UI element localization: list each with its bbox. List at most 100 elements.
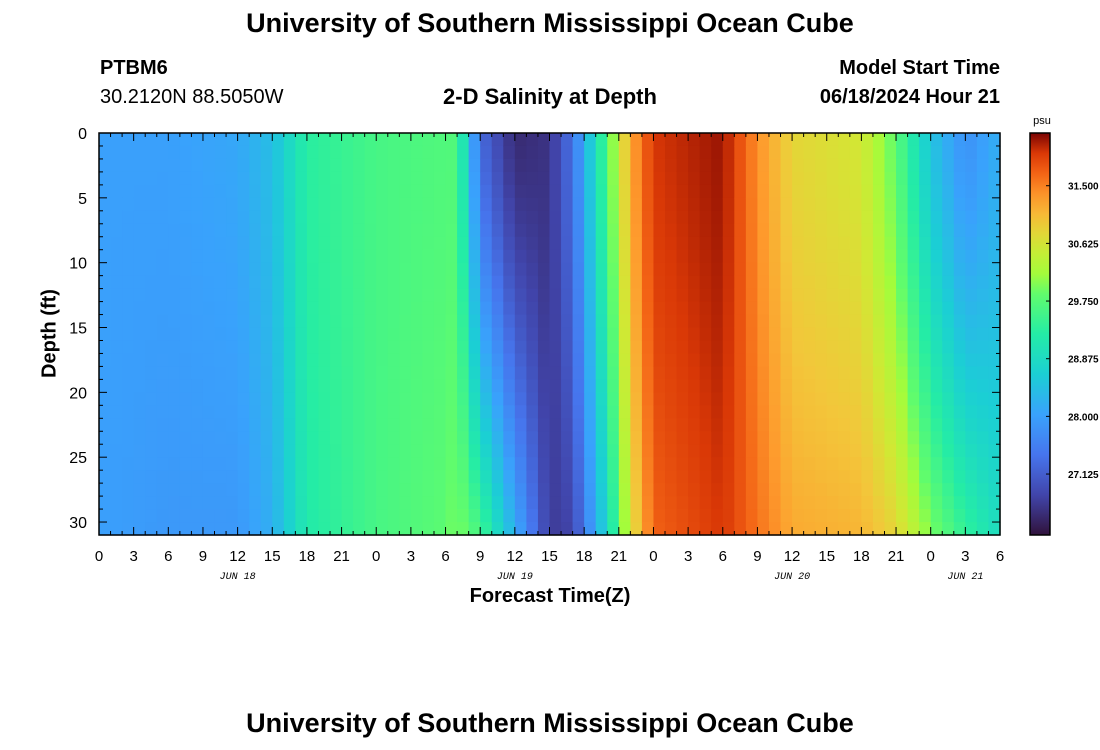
heatmap-cell bbox=[445, 288, 458, 303]
heatmap-cell bbox=[445, 444, 458, 458]
heatmap-cell bbox=[168, 314, 181, 329]
heatmap-cell bbox=[306, 522, 320, 536]
x-tick-label: 0 bbox=[95, 548, 103, 565]
heatmap-cell bbox=[283, 353, 296, 368]
heatmap-cell bbox=[422, 210, 435, 225]
heatmap-cell bbox=[572, 223, 585, 238]
heatmap-cell bbox=[133, 288, 146, 303]
heatmap-cell bbox=[953, 301, 966, 316]
heatmap-cell bbox=[99, 249, 112, 264]
heatmap-cell bbox=[757, 366, 770, 380]
heatmap-cell bbox=[422, 496, 435, 510]
heatmap-cell bbox=[156, 197, 169, 212]
heatmap-cell bbox=[433, 301, 447, 316]
heatmap-cell bbox=[618, 522, 631, 536]
heatmap-cell bbox=[422, 133, 435, 147]
heatmap-cell bbox=[595, 145, 608, 160]
heatmap-cell bbox=[399, 353, 412, 368]
heatmap-cell bbox=[168, 509, 181, 523]
heatmap-cell bbox=[353, 171, 366, 186]
heatmap-cell bbox=[861, 418, 874, 432]
heatmap-cell bbox=[768, 262, 782, 277]
heatmap-cell bbox=[907, 392, 920, 406]
heatmap-cell bbox=[711, 470, 724, 484]
heatmap-cell bbox=[780, 223, 793, 238]
heatmap-cell bbox=[976, 496, 990, 510]
heatmap-cell bbox=[618, 418, 631, 432]
heatmap-cell bbox=[872, 301, 886, 316]
heatmap-cell bbox=[768, 366, 782, 380]
heatmap-cell bbox=[722, 236, 735, 251]
heatmap-cell bbox=[884, 457, 897, 471]
heatmap-cell bbox=[618, 171, 631, 186]
heatmap-cell bbox=[445, 496, 458, 510]
heatmap-cell bbox=[572, 431, 585, 445]
heatmap-cell bbox=[641, 158, 655, 173]
heatmap-cell bbox=[422, 405, 435, 419]
heatmap-cell bbox=[688, 483, 701, 497]
heatmap-cell bbox=[226, 392, 239, 406]
heatmap-cell bbox=[410, 496, 424, 510]
heatmap-cell bbox=[919, 197, 932, 212]
heatmap-cell bbox=[537, 236, 551, 251]
heatmap-cell bbox=[641, 210, 655, 225]
heatmap-cell bbox=[433, 483, 447, 497]
heatmap-cell bbox=[168, 223, 181, 238]
heatmap-cell bbox=[930, 444, 943, 458]
heatmap-cell bbox=[572, 522, 585, 536]
heatmap-cell bbox=[734, 301, 747, 316]
heatmap-cell bbox=[607, 444, 620, 458]
heatmap-cell bbox=[953, 327, 966, 342]
heatmap-cell bbox=[965, 133, 978, 147]
heatmap-cell bbox=[191, 392, 204, 406]
heatmap-cell bbox=[179, 483, 193, 497]
heatmap-cell bbox=[872, 249, 886, 264]
heatmap-cell bbox=[641, 366, 655, 380]
heatmap-cell bbox=[457, 496, 470, 510]
heatmap-cell bbox=[965, 314, 978, 329]
heatmap-cell bbox=[722, 171, 735, 186]
heatmap-cell bbox=[676, 405, 689, 419]
heatmap-cell bbox=[595, 496, 608, 510]
heatmap-cell bbox=[145, 171, 158, 186]
heatmap-cell bbox=[745, 262, 759, 277]
heatmap-cell bbox=[549, 301, 562, 316]
heatmap-cell bbox=[722, 314, 735, 329]
heatmap-cell bbox=[491, 366, 504, 380]
heatmap-cell bbox=[433, 405, 447, 419]
heatmap-cell bbox=[838, 171, 851, 186]
heatmap-cell bbox=[965, 353, 978, 368]
heatmap-cell bbox=[584, 418, 597, 432]
heatmap-cell bbox=[919, 405, 932, 419]
colorbar-tick-label: 30.625 bbox=[1068, 239, 1099, 250]
heatmap-cell bbox=[179, 249, 193, 264]
heatmap-cell bbox=[988, 470, 1001, 484]
heatmap-cell bbox=[353, 366, 366, 380]
heatmap-cell bbox=[722, 210, 735, 225]
heatmap-cell bbox=[792, 431, 805, 445]
heatmap-cell bbox=[422, 327, 435, 342]
heatmap-cell bbox=[514, 509, 527, 523]
heatmap-cell bbox=[884, 223, 897, 238]
heatmap-cell bbox=[665, 158, 678, 173]
heatmap-cell bbox=[226, 340, 239, 355]
heatmap-cell bbox=[826, 405, 839, 419]
heatmap-cell bbox=[561, 262, 574, 277]
heatmap-cell bbox=[653, 249, 666, 264]
heatmap-cell bbox=[202, 288, 216, 303]
heatmap-cell bbox=[549, 314, 562, 329]
heatmap-cell bbox=[561, 522, 574, 536]
heatmap-cell bbox=[861, 197, 874, 212]
heatmap-cell bbox=[503, 483, 516, 497]
heatmap-cell bbox=[526, 522, 539, 536]
heatmap-cell bbox=[653, 275, 666, 290]
heatmap-cell bbox=[376, 470, 389, 484]
heatmap-cell bbox=[526, 509, 539, 523]
heatmap-cell bbox=[711, 236, 724, 251]
heatmap-cell bbox=[491, 133, 504, 147]
heatmap-cell bbox=[618, 184, 631, 199]
heatmap-cell bbox=[595, 457, 608, 471]
heatmap-cell bbox=[122, 431, 135, 445]
heatmap-cell bbox=[930, 509, 943, 523]
heatmap-cell bbox=[237, 418, 250, 432]
